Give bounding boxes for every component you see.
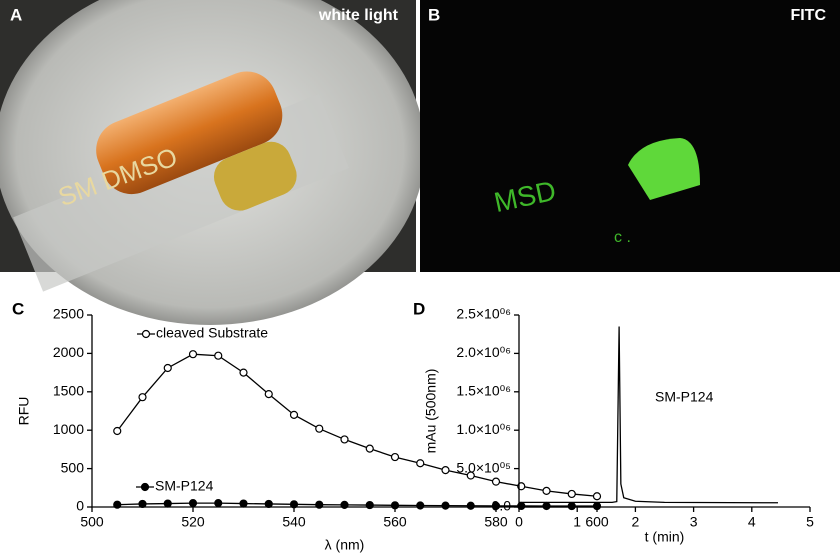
legend-label: SM-P124 xyxy=(655,389,714,405)
photo-caption: FITC xyxy=(790,7,826,24)
x-tick-label: 1 xyxy=(573,514,581,530)
data-point xyxy=(289,500,299,509)
data-point xyxy=(163,363,172,373)
data-point xyxy=(113,500,122,509)
data-point xyxy=(416,459,425,468)
data-point xyxy=(592,492,602,501)
data-line xyxy=(519,326,778,504)
data-point xyxy=(264,499,273,509)
axis xyxy=(518,315,810,508)
panel-label: A xyxy=(10,5,22,24)
y-tick-label: 2.0×10⁰⁶ xyxy=(456,344,511,360)
y-axis-label: mAu (500nm) xyxy=(423,369,439,454)
data-point xyxy=(188,350,198,359)
x-tick-label: 560 xyxy=(383,514,407,530)
legend-label: cleaved Substrate xyxy=(156,325,268,341)
y-tick-label: 2500 xyxy=(53,306,84,322)
y-tick-label: 0.0 xyxy=(492,498,512,514)
y-tick-label: 2.5×10⁰⁶ xyxy=(456,306,511,322)
data-point xyxy=(441,501,450,510)
photo-caption: white light xyxy=(318,7,399,24)
data-line xyxy=(117,502,597,507)
x-tick-label: 520 xyxy=(181,514,205,530)
data-point xyxy=(491,477,501,486)
y-tick-label: 2000 xyxy=(53,344,84,360)
x-tick-label: 4 xyxy=(748,514,756,530)
data-point xyxy=(567,489,576,499)
y-axis-label: RFU xyxy=(16,397,32,426)
data-point xyxy=(289,410,299,419)
data-point xyxy=(264,390,273,399)
data-point xyxy=(491,501,501,510)
panel-label: C xyxy=(12,299,24,318)
x-tick-label: 540 xyxy=(282,514,306,530)
x-tick-label: 580 xyxy=(484,514,508,530)
data-point xyxy=(340,435,349,444)
data-point xyxy=(239,499,248,508)
y-tick-label: 1000 xyxy=(53,421,84,437)
panel-label: B xyxy=(428,5,440,24)
data-point xyxy=(365,500,374,510)
data-point xyxy=(390,452,400,462)
y-tick-label: 1.0×10⁰⁶ xyxy=(456,421,511,437)
data-point xyxy=(365,444,374,453)
y-tick-label: 5.0×10⁰⁵ xyxy=(456,459,511,475)
data-point xyxy=(113,426,122,436)
data-point xyxy=(163,499,172,508)
data-line xyxy=(116,353,598,497)
data-point xyxy=(138,393,147,402)
y-tick-label: 1.5×10⁰⁶ xyxy=(456,383,511,399)
data-point xyxy=(416,501,425,510)
data-point xyxy=(340,500,349,509)
x-axis-label: t (min) xyxy=(645,529,685,545)
photo-b: MSD c . xyxy=(420,0,840,272)
data-point xyxy=(214,499,223,508)
data-point xyxy=(542,486,551,495)
svg-text:c .: c . xyxy=(614,229,631,246)
data-point xyxy=(542,501,551,511)
data-point xyxy=(567,501,576,511)
legend-marker xyxy=(140,482,150,492)
y-tick-label: 500 xyxy=(61,459,85,475)
data-point xyxy=(239,368,248,377)
data-point xyxy=(466,471,475,480)
legend-label: SM-P124 xyxy=(155,478,214,494)
y-tick-label: 1500 xyxy=(53,383,84,399)
data-point xyxy=(214,351,223,360)
photo-a: SM DMSO xyxy=(0,0,425,325)
data-point xyxy=(441,466,450,475)
x-tick-label: 500 xyxy=(80,514,104,530)
panel-label: D xyxy=(413,299,425,318)
data-point xyxy=(466,501,475,510)
data-point xyxy=(592,501,602,511)
data-point xyxy=(138,499,147,509)
x-tick-label: 0 xyxy=(515,514,523,530)
x-tick-label: 600 xyxy=(585,514,609,530)
x-tick-label: 5 xyxy=(806,514,814,530)
data-point xyxy=(315,424,324,433)
x-tick-label: 3 xyxy=(690,514,698,530)
data-point xyxy=(188,499,198,508)
data-point xyxy=(390,501,400,510)
x-axis-label: λ (nm) xyxy=(325,537,365,553)
data-point xyxy=(315,500,324,509)
x-tick-label: 2 xyxy=(632,514,640,530)
y-tick-label: 0 xyxy=(76,498,84,514)
legend-marker xyxy=(141,329,151,339)
